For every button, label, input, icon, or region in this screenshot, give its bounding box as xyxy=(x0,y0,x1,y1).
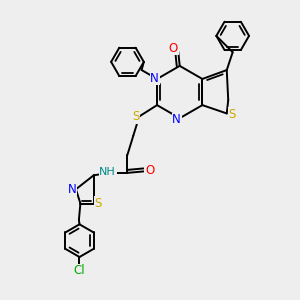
Text: O: O xyxy=(169,42,178,55)
Text: N: N xyxy=(68,183,76,196)
Text: Cl: Cl xyxy=(74,264,85,277)
Text: O: O xyxy=(145,164,154,177)
Text: S: S xyxy=(228,107,236,121)
Text: S: S xyxy=(94,197,102,210)
Text: N: N xyxy=(172,113,181,126)
Text: N: N xyxy=(150,72,159,85)
Text: S: S xyxy=(132,110,140,123)
Text: NH: NH xyxy=(99,167,116,177)
